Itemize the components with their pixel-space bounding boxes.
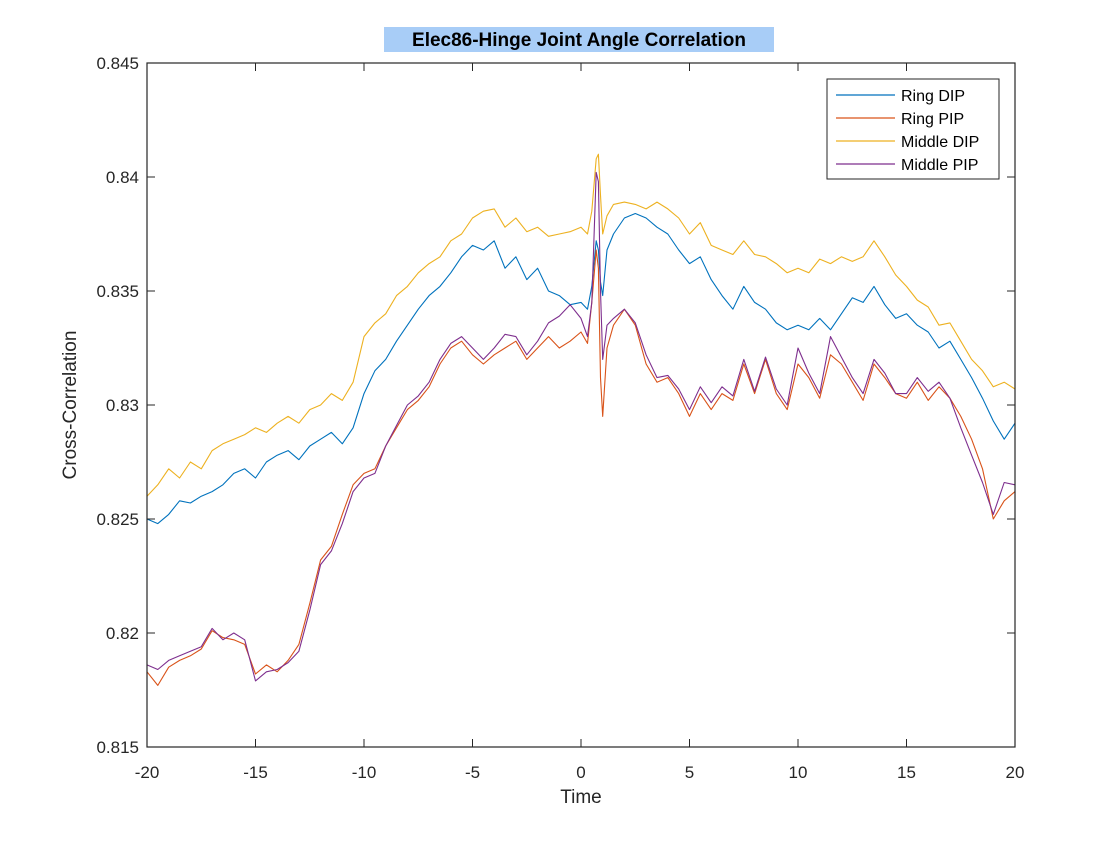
series-line-ring-dip: [146, 212, 1016, 525]
legend: Ring DIP Ring PIP Middle DIP Middle PIP: [826, 78, 1000, 180]
chart-title: Elec86-Hinge Joint Angle Correlation: [412, 30, 746, 51]
x-tick-label: 20: [1006, 763, 1025, 782]
legend-label: Middle PIP: [901, 157, 978, 174]
series-line-middle-dip: [146, 153, 1016, 497]
y-tick-label: 0.83: [106, 396, 139, 415]
x-axis-label: Time: [560, 787, 602, 808]
title-highlight: [384, 27, 774, 52]
legend-items: Ring DIP Ring PIP Middle DIP Middle PIP: [836, 88, 979, 174]
legend-label: Ring DIP: [901, 88, 965, 105]
y-tick-label: 0.825: [96, 510, 139, 529]
x-tick-label: -15: [243, 763, 268, 782]
y-tick-label: 0.82: [106, 624, 139, 643]
plot-lines: [146, 153, 1016, 686]
x-tick-label: 5: [685, 763, 694, 782]
y-tick-label: 0.84: [106, 168, 139, 187]
x-tick-label: 0: [576, 763, 585, 782]
y-tick-label: 0.835: [96, 282, 139, 301]
series-line-middle-pip: [146, 171, 1016, 682]
x-tick-label: -5: [465, 763, 480, 782]
legend-label: Ring PIP: [901, 111, 964, 128]
y-axis-label: Cross-Correlation: [60, 331, 81, 480]
x-axis: -20 -15 -10 -5 0 5 10 15 20: [135, 63, 1025, 782]
x-tick-label: 15: [897, 763, 916, 782]
x-tick-label: -10: [352, 763, 377, 782]
x-tick-label: 10: [789, 763, 808, 782]
x-tick-label: -20: [135, 763, 160, 782]
y-axis: 0.815 0.82 0.825 0.83 0.835 0.84 0.845: [96, 54, 1015, 757]
legend-label: Middle DIP: [901, 134, 979, 151]
series-line-ring-pip: [146, 249, 1016, 686]
y-tick-label: 0.815: [96, 738, 139, 757]
legend-box: [826, 78, 1000, 180]
y-tick-label: 0.845: [96, 54, 139, 73]
